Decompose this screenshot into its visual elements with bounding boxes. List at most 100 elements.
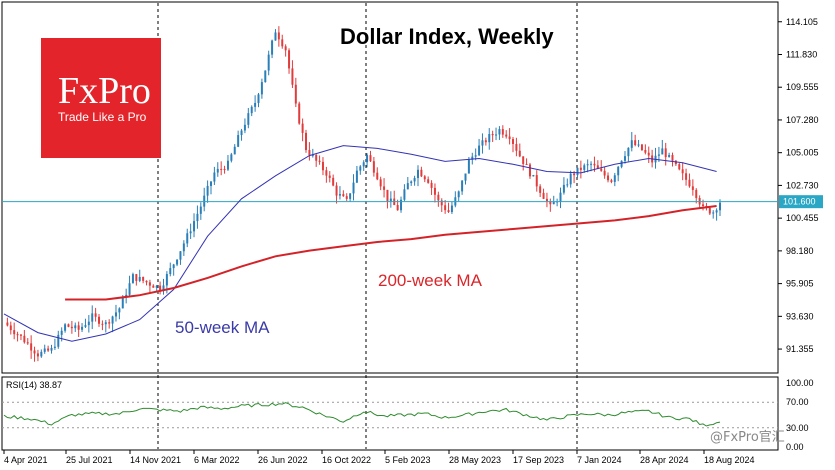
candle-body <box>40 351 43 357</box>
current-price-badge: 101.600 <box>779 195 823 209</box>
candle-body <box>647 152 650 156</box>
rsi-tick-label: 70.00 <box>786 397 809 407</box>
ma200-line <box>65 205 717 301</box>
candle-body <box>281 39 284 47</box>
candle-body <box>400 199 403 211</box>
candle-body <box>257 94 260 103</box>
candle-body <box>186 233 189 244</box>
candle-body <box>542 192 545 199</box>
candle-body <box>128 283 131 295</box>
ma50-label: 50-week MA <box>175 318 270 337</box>
watermark: @FxPro官汇 <box>710 429 785 445</box>
ma200-label: 200-week MA <box>378 271 483 290</box>
candle-body <box>413 178 416 182</box>
candle-body <box>104 322 107 325</box>
candle-body <box>688 179 691 187</box>
candle-body <box>19 334 22 336</box>
candle-body <box>6 322 9 326</box>
candle-body <box>576 167 579 176</box>
candle-body <box>206 185 209 196</box>
candle-body <box>586 164 589 166</box>
candle-body <box>230 154 233 161</box>
candle-body <box>9 325 12 331</box>
candle-body <box>508 136 511 140</box>
candle-body <box>91 313 94 322</box>
candle-body <box>33 350 36 354</box>
candle-body <box>345 196 348 199</box>
x-tick-label: 28 May 2023 <box>449 455 501 465</box>
y-tick-label: 98.180 <box>786 246 814 256</box>
candle-body <box>423 176 426 180</box>
candle-body <box>539 186 542 193</box>
candle-body <box>223 168 226 170</box>
candle-body <box>60 330 63 335</box>
candle-body <box>535 175 538 187</box>
y-tick-label: 109.555 <box>786 82 819 92</box>
candle-body <box>359 166 362 171</box>
candle-body <box>634 140 637 146</box>
rsi-label: RSI(14) 38.87 <box>6 380 62 390</box>
candle-body <box>176 259 179 265</box>
candle-body <box>593 163 596 166</box>
candle-body <box>450 205 453 213</box>
candle-body <box>644 149 647 153</box>
candle-body <box>403 189 406 200</box>
y-tick-label: 102.730 <box>786 180 819 190</box>
logo-text: FxPro <box>58 70 151 112</box>
candle-body <box>583 165 586 170</box>
candle-body <box>47 348 50 351</box>
candle-body <box>43 348 46 352</box>
candle-body <box>250 106 253 114</box>
candle-body <box>545 198 548 202</box>
candle-body <box>671 155 674 161</box>
candle-body <box>338 194 341 196</box>
candle-body <box>193 221 196 232</box>
candle-body <box>342 194 345 197</box>
candle-body <box>566 184 569 186</box>
candle-body <box>712 212 715 214</box>
candle-body <box>355 170 358 183</box>
candle-body <box>196 213 199 222</box>
candle-body <box>600 168 603 171</box>
y-tick-label: 93.630 <box>786 311 814 321</box>
candle-body <box>719 202 721 211</box>
candle-body <box>715 210 718 213</box>
candle-body <box>315 154 318 161</box>
candle-body <box>559 192 562 202</box>
candle-body <box>467 159 470 174</box>
x-tick-label: 4 Apr 2021 <box>4 455 48 465</box>
y-tick-label: 100.455 <box>786 213 819 223</box>
candle-body <box>590 163 593 165</box>
candle-body <box>16 334 19 336</box>
candle-body <box>108 322 111 324</box>
candle-body <box>495 134 498 136</box>
current-price-value: 101.600 <box>783 197 816 207</box>
candle-body <box>532 175 535 177</box>
y-tick-label: 91.355 <box>786 344 814 354</box>
candle-body <box>152 285 155 288</box>
candle-body <box>420 169 423 177</box>
candle-body <box>165 274 168 286</box>
candle-body <box>627 147 630 157</box>
candle-body <box>30 343 33 351</box>
x-tick-label: 25 Jul 2021 <box>66 455 113 465</box>
rsi-tick-label: 100.00 <box>786 378 814 388</box>
candle-body <box>274 32 277 41</box>
candle-body <box>379 179 382 187</box>
y-tick-label: 105.005 <box>786 148 819 158</box>
candle-body <box>674 160 677 165</box>
candle-body <box>416 169 419 179</box>
candle-body <box>620 160 623 167</box>
candle-body <box>57 334 60 347</box>
candle-body <box>277 32 280 40</box>
candle-body <box>77 325 80 330</box>
y-tick-label: 111.830 <box>786 49 817 59</box>
chart-title: Dollar Index, Weekly <box>340 24 554 49</box>
price-panel <box>1 1 779 374</box>
candle-body <box>522 156 525 165</box>
candle-body <box>288 50 291 69</box>
candle-body <box>121 297 124 309</box>
x-axis: 4 Apr 2021 25 Jul 2021 14 Nov 2021 6 Mar 20… <box>3 450 755 465</box>
candle-body <box>528 164 531 177</box>
candle-body <box>664 148 667 158</box>
